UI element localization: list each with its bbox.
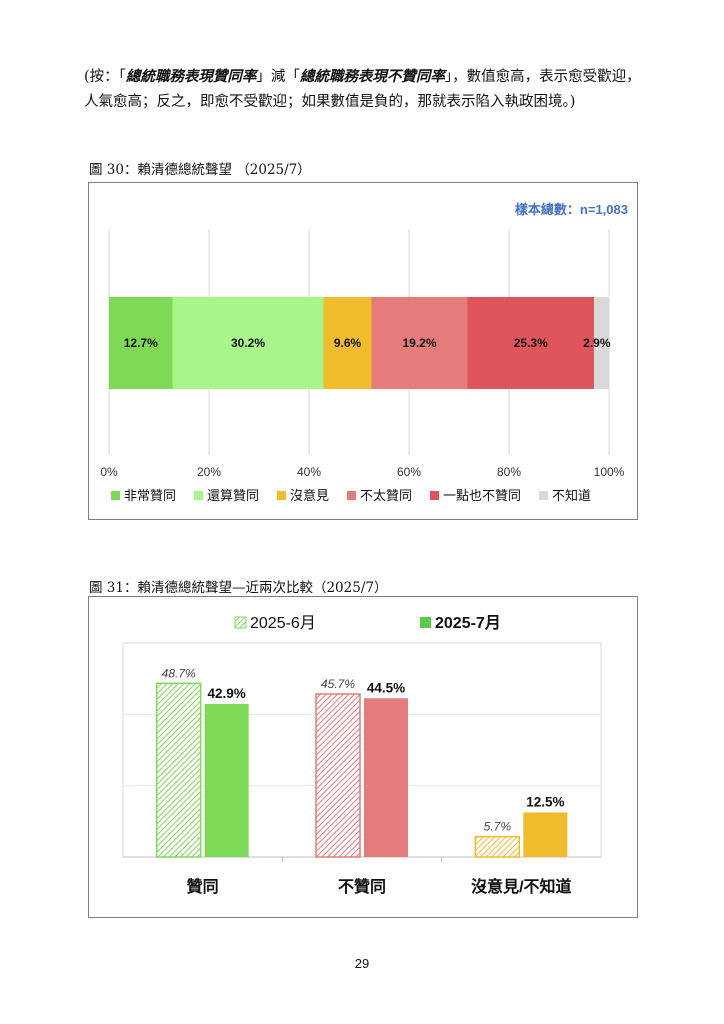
bar-july-1	[204, 703, 249, 857]
x-tick-label: 20%	[197, 465, 221, 479]
x-tick-label: 0%	[100, 465, 118, 479]
category-label: 贊同	[187, 877, 219, 896]
legend-label: 非常贊同	[124, 488, 176, 503]
data-label: 19.2%	[402, 336, 436, 350]
figure-31-chart: 48.7% 42.9% 贊同 45.7% 44.5% 不贊同 5.7% 12.5% 沒意見/不知…	[122, 614, 602, 896]
figure-31-title: 圖 31：賴清德總統聲望—近兩次比較（2025/7）	[89, 580, 388, 596]
figure-31-frame: 48.7% 42.9% 贊同 45.7% 44.5% 不贊同 5.7% 12.5% 沒意見/不知…	[88, 596, 638, 918]
bar-segment-5	[467, 297, 594, 389]
figure-30-chart: 0% 20% 40% 60% 80% 100% 12.7% 30.2% 9.6% 19.2% 25.…	[100, 229, 625, 503]
sample-size-label: 樣本總數：n=1,083	[514, 202, 628, 217]
bar-july-3	[523, 812, 568, 857]
data-label: 30.2%	[231, 336, 265, 350]
bar-segment-2	[172, 297, 324, 389]
explanatory-note: (按：「總統職務表現贊同率」減「總統職務表現不贊同率」，數值愈高，表示愈受歡迎，…	[84, 64, 644, 115]
legend-swatch	[234, 616, 247, 629]
note-part-2: 」減「	[256, 69, 300, 85]
legend-label: 沒意見	[290, 488, 329, 503]
x-tick-label: 100%	[594, 465, 625, 479]
note-approval-term: 總統職務表現贊同率	[125, 68, 257, 85]
legend-swatch	[539, 491, 548, 500]
legend-label: 不知道	[552, 488, 591, 503]
data-label: 48.7%	[162, 666, 196, 680]
page-number: 29	[354, 956, 370, 971]
bar-segment-6	[594, 297, 609, 389]
figure-30-frame: 樣本總數：n=1,083 0% 20% 40% 60% 80% 100% 12.7% 30.2…	[88, 182, 638, 520]
legend-label: 不太贊同	[360, 488, 412, 503]
legend-label: 2025-7月	[435, 614, 501, 632]
note-disapproval-term: 總統職務表現不贊同率	[299, 68, 445, 85]
note-part-3: 」，數值愈高，表示愈受歡迎，人氣愈高；反之，即愈不受歡迎；如果數值是負的，那就表…	[84, 69, 641, 110]
x-tick-label: 40%	[297, 465, 321, 479]
legend-swatch	[347, 491, 356, 500]
figure-30-title: 圖 30：賴清德總統聲望 （2025/7）	[89, 162, 311, 178]
legend-swatch	[420, 617, 431, 628]
bar-segment-1	[109, 297, 173, 389]
data-label: 45.7%	[321, 677, 355, 691]
bar-july-2	[364, 698, 408, 857]
data-label: 42.9%	[208, 686, 246, 701]
data-label: 12.5%	[526, 794, 564, 809]
chart-legend: 非常贊同 還算贊同 沒意見 不太贊同 一點也不贊同 不知道	[111, 488, 591, 503]
legend-label: 還算贊同	[207, 488, 259, 503]
legend-swatch	[111, 491, 120, 500]
legend-label: 2025-6月	[250, 615, 316, 632]
x-tick-label: 60%	[397, 465, 421, 479]
legend-swatch	[194, 491, 203, 500]
legend-label: 一點也不贊同	[443, 488, 521, 503]
bar-segment-4	[371, 297, 468, 389]
legend-swatch	[430, 491, 439, 500]
chart-legend: 2025-6月 2025-7月	[234, 614, 501, 632]
data-label: 25.3%	[514, 336, 548, 350]
category-label: 沒意見/不知道	[471, 877, 571, 896]
data-label: 5.7%	[484, 820, 512, 834]
bar-segment-3	[323, 297, 372, 389]
bar-june-1	[155, 682, 202, 858]
note-part-1: (按：「	[84, 69, 126, 85]
bar-june-3	[474, 835, 521, 858]
data-label: 12.7%	[124, 336, 158, 350]
legend-swatch	[277, 491, 286, 500]
data-label: 2.9%	[583, 336, 611, 350]
data-label: 9.6%	[334, 336, 362, 350]
x-tick-label: 80%	[497, 465, 521, 479]
category-label: 不贊同	[338, 877, 386, 896]
data-label: 44.5%	[367, 680, 405, 695]
bar-june-2	[315, 693, 361, 858]
